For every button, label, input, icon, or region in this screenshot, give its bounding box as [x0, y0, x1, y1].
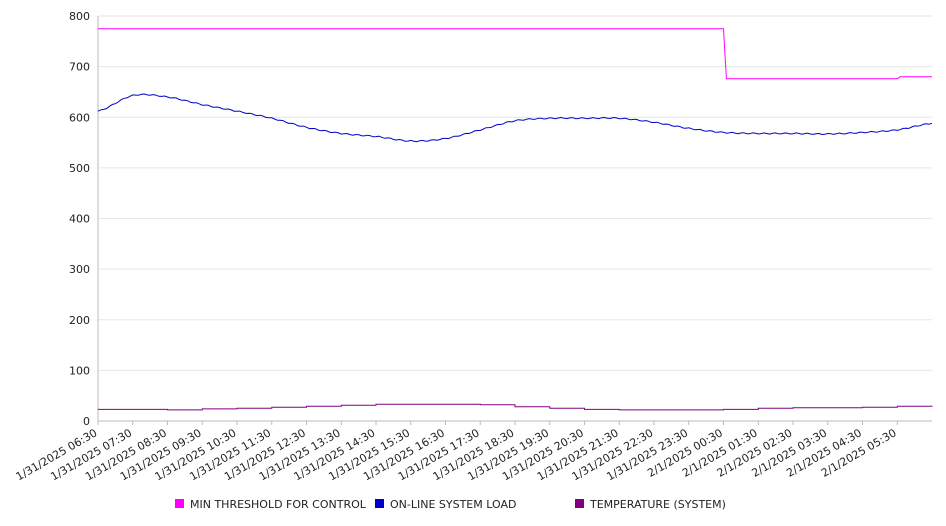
- y-tick-label: 500: [69, 162, 90, 175]
- series-line-3: [98, 403, 933, 411]
- y-tick-label: 300: [69, 263, 90, 276]
- axes: [97, 16, 932, 425]
- legend: MIN THRESHOLD FOR CONTROL ON-LINE SYSTEM …: [175, 498, 726, 511]
- y-tick-label: 600: [69, 111, 90, 124]
- y-tick-label: 400: [69, 213, 90, 226]
- legend-swatch-1: [175, 499, 184, 508]
- legend-swatch-2: [375, 499, 384, 508]
- x-tick-labels: 1/31/2025 06:301/31/2025 07:301/31/2025 …: [14, 426, 899, 483]
- y-tick-label: 200: [69, 314, 90, 327]
- y-tick-label: 100: [69, 364, 90, 377]
- series-line-2: [97, 93, 933, 143]
- legend-label-3: TEMPERATURE (SYSTEM): [589, 498, 726, 511]
- series-lines: [97, 28, 933, 411]
- y-tick-labels: 0 100 200 300 400 500 600 700 800: [69, 10, 90, 428]
- y-tick-label: 0: [83, 415, 90, 428]
- y-tick-label: 800: [69, 10, 90, 23]
- legend-label-1: MIN THRESHOLD FOR CONTROL: [190, 498, 367, 511]
- legend-label-2: ON-LINE SYSTEM LOAD: [390, 498, 516, 511]
- series-line-1: [98, 28, 932, 80]
- y-tick-label: 700: [69, 61, 90, 74]
- legend-swatch-3: [575, 499, 584, 508]
- gridlines: [98, 15, 932, 422]
